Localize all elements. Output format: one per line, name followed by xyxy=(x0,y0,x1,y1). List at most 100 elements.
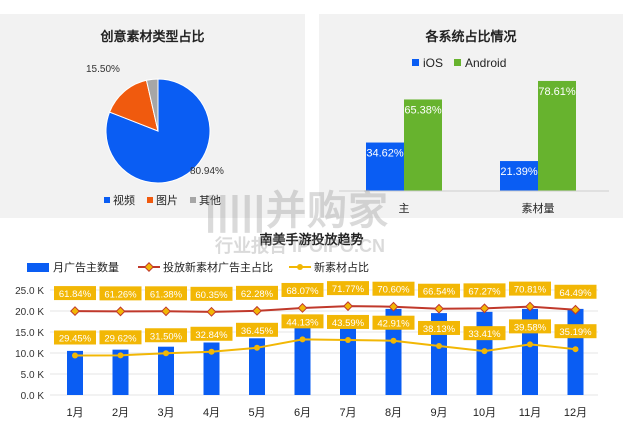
trend-point-2-10 xyxy=(527,341,533,348)
os-bar-chart: iOS Android 34.62% 65.38% 主 21.39% 78.61% 素材量 xyxy=(339,56,609,215)
pie-slice-2 xyxy=(145,78,159,132)
trend-label-bg-1-6 xyxy=(327,281,369,296)
trend-point-1-11 xyxy=(570,304,581,315)
trend-point-2-7 xyxy=(390,337,397,344)
pie-legend-label-2: 其他 xyxy=(199,194,221,207)
trend-ytick-2: 10.0 K xyxy=(15,349,44,360)
pie-label-0: 80.94% xyxy=(190,166,224,177)
trend-xtick-3: 4月 xyxy=(203,407,220,419)
trend-xtick-9: 10月 xyxy=(473,407,496,419)
trend-label-bg-2-0 xyxy=(54,330,96,345)
trend-label-2-7: 42.91% xyxy=(377,319,410,330)
os-panel: 各系统占比情况 iOS Android 34.62% 65.38% 主 21.39% 78.… xyxy=(319,14,623,218)
trend-ytick-4: 20.0 K xyxy=(15,307,44,318)
os-bar-1-0 xyxy=(500,161,538,191)
trend-legend-marker-1 xyxy=(144,262,154,272)
os-legend-swatch-1 xyxy=(454,59,461,66)
trend-bar-0 xyxy=(67,350,83,395)
trend-label-2-2: 31.50% xyxy=(150,331,183,342)
trend-point-2-1 xyxy=(117,352,124,359)
trend-bar-2 xyxy=(158,346,174,395)
trend-label-bg-2-4 xyxy=(236,322,278,337)
trend-label-bg-2-10 xyxy=(509,319,551,334)
trend-point-1-2 xyxy=(161,306,171,317)
trend-point-1-10 xyxy=(525,301,535,312)
trend-ytick-0: 0.0 K xyxy=(21,391,45,402)
trend-label-1-9: 67.27% xyxy=(468,286,501,297)
trend-label-bg-2-3 xyxy=(190,326,233,341)
trend-legend-marker-2 xyxy=(297,264,303,270)
trend-label-bg-1-3 xyxy=(190,286,233,301)
pie-panel: 创意素材类型占比 80.94% 15.50% 视频 图片 其他 xyxy=(0,14,305,218)
os-bar-label-0-0: 34.62% xyxy=(366,148,404,160)
trend-label-2-0: 29.45% xyxy=(59,334,92,345)
pie-legend-swatch-1 xyxy=(147,197,153,203)
trend-label-bg-2-7 xyxy=(372,315,415,330)
trend-label-2-10: 39.58% xyxy=(514,322,547,333)
trend-label-2-11: 35.19% xyxy=(559,327,592,338)
trend-label-2-4: 36.45% xyxy=(241,326,274,337)
os-bar-label-1-1: 78.61% xyxy=(538,86,576,98)
trend-label-2-1: 29.62% xyxy=(104,333,137,344)
trend-legend-swatch-bar xyxy=(27,263,49,272)
trend-label-bg-1-0 xyxy=(54,286,96,301)
trend-line-2 xyxy=(74,338,576,357)
trend-label-1-10: 70.81% xyxy=(514,285,547,296)
trend-point-1-4 xyxy=(252,305,262,316)
trend-label-bg-2-11 xyxy=(554,324,597,339)
trend-xtick-1: 2月 xyxy=(112,407,129,419)
pie-chart: 80.94% 15.50% 视频 图片 其他 xyxy=(86,64,224,207)
trend-label-2-3: 32.84% xyxy=(195,330,228,341)
trend-title: 南美手游投放趋势 xyxy=(259,232,364,247)
trend-label-2-6: 43.59% xyxy=(332,318,365,329)
trend-label-1-1: 61.26% xyxy=(104,289,137,300)
trend-label-bg-1-2 xyxy=(145,286,187,301)
os-legend-label-1: Android xyxy=(465,56,506,70)
trend-bar-5 xyxy=(294,325,311,395)
trend-bar-7 xyxy=(385,308,402,395)
trend-label-bg-1-7 xyxy=(372,281,415,296)
pie-legend-label-0: 视频 xyxy=(113,193,135,207)
trend-bar-1 xyxy=(112,349,129,395)
trend-point-2-3 xyxy=(208,348,215,355)
trend-point-2-4 xyxy=(254,344,260,351)
trend-bar-4 xyxy=(249,338,265,395)
trend-label-1-0: 61.84% xyxy=(59,289,92,300)
trend-xtick-5: 6月 xyxy=(294,407,311,419)
pie-slice-1 xyxy=(108,79,159,132)
trend-point-1-3 xyxy=(206,306,217,317)
trend-bar-3 xyxy=(203,342,220,395)
trend-label-bg-1-4 xyxy=(236,285,278,300)
trend-label-bg-1-8 xyxy=(418,283,460,298)
trend-point-2-9 xyxy=(481,348,488,355)
trend-label-1-2: 61.38% xyxy=(150,289,183,300)
pie-title: 创意素材类型占比 xyxy=(100,29,205,44)
trend-xtick-6: 7月 xyxy=(339,407,356,419)
trend-xtick-7: 8月 xyxy=(385,407,402,419)
trend-legend-label-1: 投放新素材广告主占比 xyxy=(163,260,273,274)
os-category-label-0: 主 xyxy=(399,202,410,215)
trend-label-1-11: 64.49% xyxy=(559,288,592,299)
trend-xtick-0: 1月 xyxy=(66,407,83,419)
os-bar-label-1-0: 21.39% xyxy=(500,166,538,178)
os-bar-0-0 xyxy=(366,142,404,191)
trend-label-2-5: 44.13% xyxy=(286,317,319,328)
trend-label-1-8: 66.54% xyxy=(423,287,456,298)
trend-label-bg-1-1 xyxy=(99,286,142,301)
os-bar-0-1 xyxy=(404,99,442,191)
trend-bar-6 xyxy=(340,319,356,395)
trend-label-bg-2-8 xyxy=(418,320,460,335)
os-legend-swatch-0 xyxy=(412,59,419,66)
trend-label-1-3: 60.35% xyxy=(195,290,228,301)
os-category-label-1: 素材量 xyxy=(522,201,555,215)
trend-ytick-3: 15.0 K xyxy=(15,328,44,339)
trend-xtick-10: 11月 xyxy=(519,407,541,419)
trend-xtick-11: 12月 xyxy=(564,407,587,419)
trend-point-1-9 xyxy=(479,303,490,314)
trend-point-1-1 xyxy=(115,306,126,317)
os-title: 各系统占比情况 xyxy=(425,29,517,44)
pie-legend-swatch-2 xyxy=(190,197,196,203)
trend-label-bg-2-9 xyxy=(463,326,506,341)
trend-point-1-8 xyxy=(434,303,444,314)
trend-label-bg-2-1 xyxy=(99,330,142,345)
